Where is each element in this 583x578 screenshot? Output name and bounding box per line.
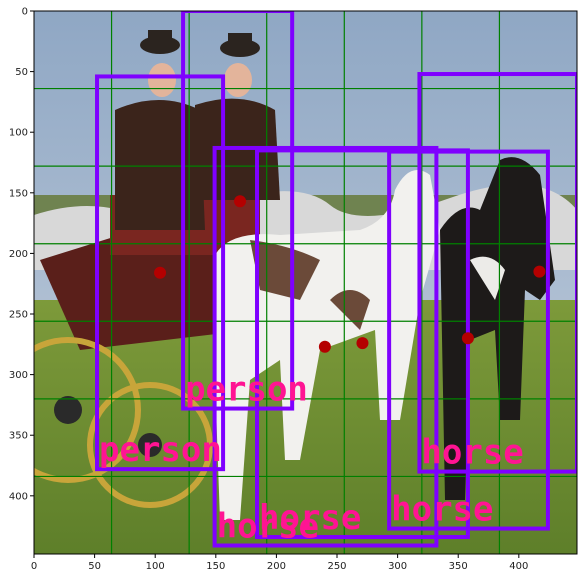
keypoint-marker [318,340,331,353]
bounding-box-horse [417,72,577,474]
keypoints [154,195,546,353]
photo [34,11,577,554]
bounding-box-person [181,11,295,411]
keypoint-marker [533,265,546,278]
keypoint-marker [234,195,247,208]
axes-frame [33,10,578,555]
y-axis-ticks: 0 50 100 150 200 250 300 350 400 [9,7,34,502]
x-tick-label: 200 [267,561,286,572]
y-tick-label: 0 [22,7,28,18]
x-axis-ticks: 0 50 100 150 200 250 300 350 400 [31,554,528,572]
bounding-box-person [95,74,226,472]
x-tick-label: 0 [31,561,37,572]
x-tick-label: 150 [206,561,225,572]
grid-lines [34,11,577,554]
y-tick-label: 100 [9,128,28,139]
detection-label-person: person [99,430,222,470]
y-tick-label: 200 [9,249,28,260]
detection-label-horse: horse [217,507,319,547]
detection-label-horse: horse [421,433,523,473]
x-tick-label: 50 [88,561,101,572]
bounding-box-horse [387,149,550,531]
x-tick-label: 250 [327,561,346,572]
x-tick-label: 350 [449,561,468,572]
y-tick-label: 300 [9,370,28,381]
x-tick-label: 300 [388,561,407,572]
keypoint-marker [356,337,369,350]
detection-label-horse: horse [391,490,493,530]
bounding-box-horse [212,145,439,548]
y-tick-label: 50 [15,67,28,78]
y-tick-label: 250 [9,310,28,321]
y-tick-label: 150 [9,188,28,199]
x-tick-label: 400 [509,561,528,572]
x-tick-label: 100 [146,561,165,572]
keypoint-marker [154,266,167,279]
detection-label-person: person [185,370,308,410]
y-tick-label: 350 [9,431,28,442]
keypoint-marker [461,332,474,345]
detection-label-horse: horse [259,498,361,538]
y-tick-label: 400 [9,491,28,502]
